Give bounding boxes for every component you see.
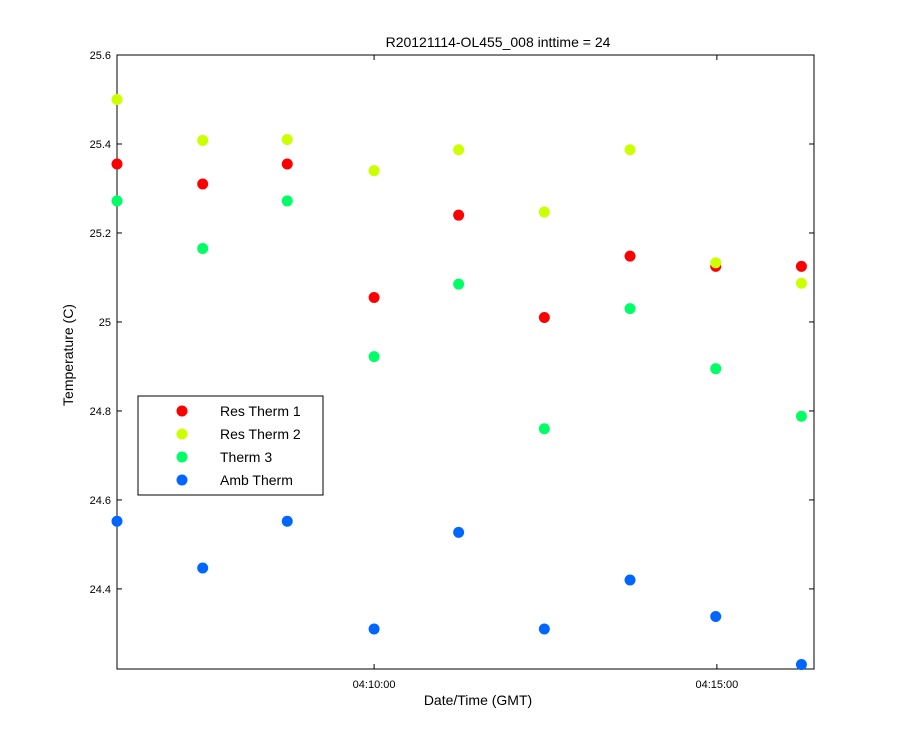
data-point-res-therm-2 — [111, 93, 123, 105]
legend-marker-res-therm-2 — [176, 428, 188, 440]
data-point-therm-3 — [197, 243, 209, 255]
y-tick-label: 25 — [99, 317, 111, 329]
data-point-therm-3 — [795, 410, 807, 422]
data-point-res-therm-1 — [795, 260, 807, 272]
data-point-amb-therm — [538, 623, 550, 635]
legend-marker-amb-therm — [176, 474, 188, 486]
data-point-res-therm-1 — [197, 178, 209, 190]
x-axis-label: Date/Time (GMT) — [424, 692, 532, 708]
data-point-res-therm-1 — [281, 158, 293, 170]
legend-label-therm-3: Therm 3 — [220, 449, 272, 465]
legend-marker-res-therm-1 — [176, 405, 188, 417]
data-point-therm-3 — [453, 278, 465, 290]
legend-marker-therm-3 — [176, 451, 188, 463]
data-point-therm-3 — [111, 195, 123, 207]
chart-title: R20121114-OL455_008 inttime = 24 — [386, 34, 611, 50]
data-point-res-therm-1 — [538, 312, 550, 324]
data-point-therm-3 — [538, 423, 550, 435]
data-point-res-therm-2 — [197, 134, 209, 146]
data-point-res-therm-2 — [368, 165, 380, 177]
data-point-res-therm-2 — [710, 257, 722, 269]
data-point-therm-3 — [624, 303, 636, 315]
data-point-amb-therm — [795, 659, 807, 671]
data-point-amb-therm — [197, 562, 209, 574]
data-point-res-therm-1 — [111, 158, 123, 170]
data-point-res-therm-1 — [368, 291, 380, 303]
data-point-res-therm-2 — [453, 144, 465, 156]
legend-label-res-therm-1: Res Therm 1 — [220, 403, 301, 419]
x-tick-label: 04:10:00 — [353, 679, 396, 691]
data-point-res-therm-2 — [795, 277, 807, 289]
data-point-amb-therm — [111, 515, 123, 527]
y-tick-label: 24.4 — [90, 584, 111, 596]
plot-area: 24.4 24.6 24.8 25 25.2 25.4 25.6 04:10:00 04:15:… — [90, 50, 815, 691]
legend-box — [137, 395, 324, 496]
data-point-res-therm-2 — [281, 134, 293, 146]
data-point-amb-therm — [281, 515, 293, 527]
data-point-therm-3 — [368, 351, 380, 363]
plot-frame — [116, 54, 815, 670]
data-point-therm-3 — [710, 363, 722, 375]
y-tick-label: 25.6 — [90, 50, 111, 62]
legend: Res Therm 1 Res Therm 2 Therm 3 Amb Therm — [137, 395, 324, 496]
data-point-amb-therm — [710, 610, 722, 622]
data-point-res-therm-1 — [453, 209, 465, 221]
y-tick-label: 24.8 — [90, 406, 111, 418]
data-point-res-therm-2 — [624, 144, 636, 156]
data-point-res-therm-1 — [624, 250, 636, 262]
legend-label-res-therm-2: Res Therm 2 — [220, 426, 301, 442]
x-tick-label: 04:15:00 — [695, 679, 738, 691]
y-tick-label: 24.6 — [90, 495, 111, 507]
data-point-amb-therm — [624, 574, 636, 586]
y-axis-label: Temperature (C) — [60, 304, 76, 406]
legend-label-amb-therm: Amb Therm — [220, 472, 293, 488]
y-tick-label: 25.4 — [90, 139, 111, 151]
y-tick-label: 25.2 — [90, 228, 111, 240]
data-point-amb-therm — [453, 526, 465, 538]
data-point-res-therm-2 — [538, 206, 550, 218]
data-point-therm-3 — [281, 195, 293, 207]
data-point-amb-therm — [368, 623, 380, 635]
